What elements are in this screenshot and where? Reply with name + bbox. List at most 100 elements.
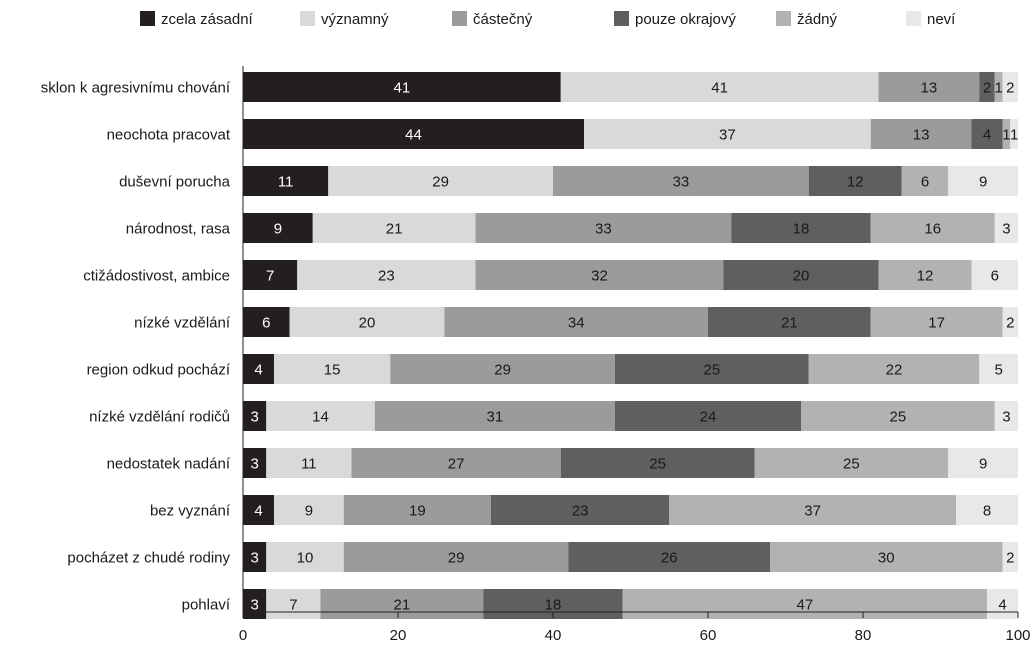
bar-segment bbox=[708, 307, 871, 337]
bar-segment bbox=[801, 401, 995, 431]
bar-segment bbox=[289, 307, 445, 337]
bar-segment bbox=[374, 401, 615, 431]
bar-segment bbox=[584, 119, 871, 149]
bar-segment bbox=[1010, 119, 1018, 149]
data-label: 25 bbox=[704, 362, 721, 379]
data-label: 6 bbox=[921, 174, 929, 191]
data-label: 6 bbox=[991, 268, 999, 285]
bar-segment bbox=[1002, 119, 1011, 149]
category-label: bez vyznání bbox=[150, 503, 231, 520]
bar-row: 11 29 33 12 6 9 bbox=[243, 166, 1018, 196]
bar-segment bbox=[560, 448, 755, 478]
data-label: 1 bbox=[1010, 127, 1018, 144]
data-label: 19 bbox=[409, 503, 426, 520]
bar-segment bbox=[274, 495, 344, 525]
data-label: 44 bbox=[405, 127, 422, 144]
plot-area: 41 41 13 2 1 244 37 13 4 1 111 29 33 12 6 99 21 33 18 16 37 2… bbox=[243, 72, 1018, 619]
data-label: 10 bbox=[297, 550, 314, 567]
data-label: 12 bbox=[847, 174, 864, 191]
data-label: 37 bbox=[804, 503, 821, 520]
legend-item: žádný bbox=[776, 11, 838, 28]
bar-row: 3 14 31 24 25 3 bbox=[243, 401, 1018, 431]
bar-row: 6 20 34 21 17 2 bbox=[243, 307, 1018, 337]
bar-segment bbox=[475, 213, 732, 243]
bar-row: 44 37 13 4 1 1 bbox=[243, 119, 1018, 149]
bar-segment bbox=[328, 166, 553, 196]
bar-segment bbox=[243, 495, 274, 525]
bar-segment bbox=[754, 448, 949, 478]
category-label: pohlaví bbox=[182, 597, 231, 614]
bar-segment bbox=[343, 542, 569, 572]
data-label: 2 bbox=[1006, 315, 1014, 332]
category-label: nedostatek nadání bbox=[107, 456, 231, 473]
data-label: 4 bbox=[254, 362, 262, 379]
data-label: 9 bbox=[274, 221, 282, 238]
x-tick-label: 40 bbox=[545, 627, 562, 644]
data-label: 7 bbox=[289, 597, 297, 614]
bar-segment bbox=[994, 401, 1018, 431]
data-label: 4 bbox=[254, 503, 262, 520]
legend-label: významný bbox=[321, 11, 389, 28]
category-label: ctižádostivost, ambice bbox=[83, 268, 230, 285]
bar-segment bbox=[351, 448, 561, 478]
bar-row: 41 41 13 2 1 2 bbox=[243, 72, 1018, 102]
data-label: 1 bbox=[994, 80, 1002, 97]
x-tick-label: 0 bbox=[239, 627, 247, 644]
data-label: 6 bbox=[262, 315, 270, 332]
data-label: 11 bbox=[301, 456, 317, 473]
bar-segment bbox=[1002, 72, 1018, 102]
data-label: 9 bbox=[979, 174, 987, 191]
bar-segment bbox=[312, 213, 476, 243]
data-label: 15 bbox=[324, 362, 341, 379]
data-label: 27 bbox=[448, 456, 465, 473]
legend-item: zcela zásadní bbox=[140, 11, 254, 28]
category-label: národnost, rasa bbox=[126, 221, 231, 238]
x-tick-label: 80 bbox=[855, 627, 872, 644]
data-label: 12 bbox=[917, 268, 934, 285]
bar-segment bbox=[870, 119, 972, 149]
bar-row: 4 15 29 25 22 5 bbox=[243, 354, 1018, 384]
data-label: 13 bbox=[921, 80, 938, 97]
bar-segment bbox=[491, 495, 670, 525]
legend-swatch bbox=[140, 11, 155, 26]
bar-segment bbox=[615, 401, 801, 431]
category-label: nízké vzdělání rodičů bbox=[89, 409, 230, 426]
bar-segment bbox=[243, 72, 561, 102]
data-label: 5 bbox=[994, 362, 1002, 379]
bar-segment bbox=[956, 495, 1018, 525]
bar-segment bbox=[266, 401, 375, 431]
legend-swatch bbox=[614, 11, 629, 26]
bar-segment bbox=[878, 260, 972, 290]
category-label: neochota pracovat bbox=[107, 127, 231, 144]
legend-item: částečný bbox=[452, 11, 533, 28]
bar-segment bbox=[243, 401, 267, 431]
bar-segment bbox=[971, 119, 1003, 149]
bar-row: 3 10 29 26 30 2 bbox=[243, 542, 1018, 572]
legend-label: neví bbox=[927, 11, 956, 28]
data-label: 34 bbox=[568, 315, 585, 332]
category-label: region odkud pochází bbox=[87, 362, 231, 379]
data-label: 7 bbox=[266, 268, 274, 285]
category-label: nízké vzdělání bbox=[134, 315, 231, 332]
bar-row: 3 11 27 25 25 9 bbox=[243, 448, 1018, 478]
bar-segment bbox=[622, 589, 987, 619]
bar-segment bbox=[723, 260, 879, 290]
legend-swatch bbox=[452, 11, 467, 26]
data-label: 29 bbox=[494, 362, 511, 379]
bar-segment bbox=[731, 213, 871, 243]
data-label: 29 bbox=[432, 174, 449, 191]
data-label: 21 bbox=[781, 315, 798, 332]
data-label: 3 bbox=[250, 550, 258, 567]
bar-segment bbox=[320, 589, 484, 619]
legend-item: pouze okrajový bbox=[614, 11, 736, 28]
data-label: 33 bbox=[595, 221, 612, 238]
bar-segment bbox=[243, 260, 298, 290]
legend-item: neví bbox=[906, 11, 956, 28]
bar-segment bbox=[266, 542, 344, 572]
legend: zcela zásadní významný částečný pouze okraj… bbox=[140, 11, 956, 28]
bar-segment bbox=[560, 72, 879, 102]
data-label: 23 bbox=[378, 268, 395, 285]
category-label: sklon k agresivnímu chování bbox=[41, 80, 231, 97]
data-label: 3 bbox=[250, 409, 258, 426]
x-tick-label: 100 bbox=[1005, 627, 1030, 644]
